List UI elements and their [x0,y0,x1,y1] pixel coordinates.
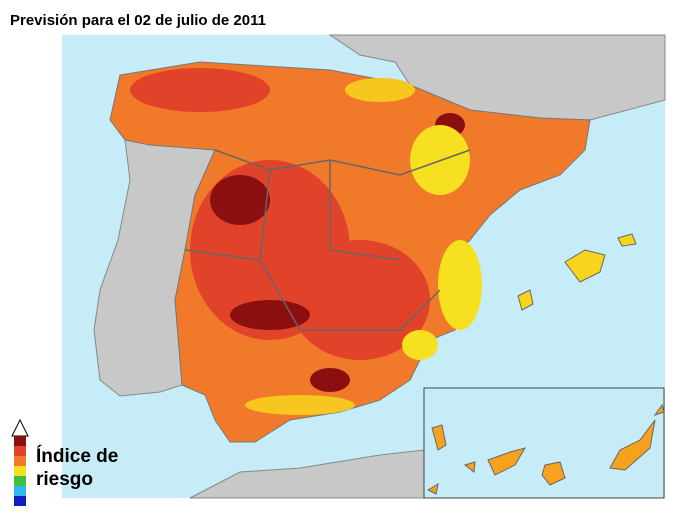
legend-swatch [14,486,26,496]
canary-inset [423,387,665,499]
legend: Índice de riesgo [11,418,118,506]
legend-swatch [14,496,26,506]
legend-swatch [14,456,26,466]
risk-areas [130,68,482,415]
legend-swatch [14,446,26,456]
legend-label: Índice de [36,445,118,467]
title: Previsión para el 02 de julio de 2011 [10,12,266,29]
balearic-islands [517,233,637,311]
region-borders [184,149,471,331]
legend-swatch [14,476,26,486]
legend-swatch [14,466,26,476]
map [62,34,666,499]
legend-swatch [14,436,26,446]
legend-label: riesgo [36,469,93,490]
legend-arrow [11,418,29,437]
